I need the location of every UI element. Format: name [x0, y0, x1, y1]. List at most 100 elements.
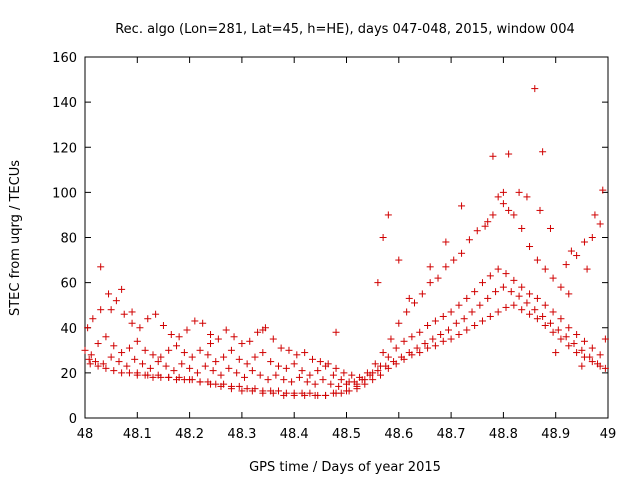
y-tick-label: 160 [52, 51, 77, 66]
data-point [139, 360, 147, 368]
plot-frame [84, 56, 609, 419]
data-point [295, 373, 303, 381]
data-point [217, 371, 225, 379]
data-point [361, 380, 369, 388]
data-point [374, 279, 382, 287]
data-point [212, 358, 220, 366]
data-point [327, 380, 335, 388]
data-point [222, 326, 230, 334]
data-point [233, 369, 241, 377]
data-point [518, 306, 526, 314]
data-point [207, 380, 215, 388]
data-point [275, 362, 283, 370]
data-point [311, 380, 319, 388]
data-point [439, 312, 447, 320]
data-point [196, 346, 204, 354]
data-point [120, 310, 128, 318]
data-point [405, 294, 413, 302]
data-point [180, 349, 188, 357]
data-point [178, 360, 186, 368]
data-point [455, 331, 463, 339]
data-point [510, 211, 518, 219]
data-point [376, 371, 384, 379]
data-point [526, 290, 534, 298]
y-tick-label: 140 [52, 96, 77, 111]
x-axis-label: GPS time / Days of year 2015 [249, 460, 441, 475]
data-point [408, 333, 416, 341]
data-point [478, 317, 486, 325]
data-point [149, 373, 157, 381]
data-point [460, 315, 468, 323]
data-point [97, 306, 105, 314]
data-point [269, 335, 277, 343]
data-point [243, 360, 251, 368]
data-point [526, 310, 534, 318]
data-point [235, 382, 243, 390]
data-point [439, 337, 447, 345]
data-point [241, 373, 249, 381]
data-point [81, 346, 89, 354]
data-point [201, 362, 209, 370]
data-point [154, 358, 162, 366]
data-point [246, 337, 254, 345]
data-point [267, 358, 275, 366]
data-point [311, 391, 319, 399]
y-axis-label: STEC from uqrg / TECUs [8, 160, 23, 316]
data-point [379, 234, 387, 241]
data-point [408, 351, 416, 359]
data-point [277, 344, 285, 352]
data-point [133, 337, 141, 345]
data-point [580, 238, 588, 246]
data-point [165, 346, 173, 354]
data-point [128, 308, 136, 316]
data-point [570, 340, 578, 348]
data-point [489, 152, 497, 160]
data-point [322, 362, 330, 370]
data-point [322, 391, 330, 399]
data-point [358, 376, 366, 384]
data-point [447, 308, 455, 316]
data-point [280, 391, 288, 399]
data-point [214, 335, 222, 343]
data-point [588, 358, 596, 366]
data-point [533, 315, 541, 323]
data-point [374, 367, 382, 375]
data-point [343, 387, 350, 395]
data-point [183, 326, 191, 334]
data-point [99, 360, 107, 368]
data-point [238, 340, 246, 348]
data-point [230, 333, 238, 341]
data-point [238, 387, 246, 395]
data-point [275, 387, 283, 395]
data-point [596, 351, 604, 359]
data-point [217, 382, 225, 390]
data-point [486, 272, 494, 280]
data-point [306, 371, 314, 379]
data-point [541, 265, 549, 273]
data-point [437, 331, 445, 339]
data-point [588, 344, 596, 352]
axis-ticks [84, 56, 609, 419]
data-point [269, 389, 277, 397]
series-arc-high [84, 193, 604, 381]
y-tick-label: 60 [60, 277, 77, 292]
data-point [601, 335, 609, 343]
data-point [424, 321, 432, 329]
data-point [387, 335, 395, 343]
data-point [293, 351, 301, 359]
x-tick-label: 48.3 [227, 427, 256, 442]
y-tick-label: 20 [60, 367, 77, 382]
data-point [549, 328, 557, 336]
data-point [539, 148, 547, 156]
data-point [303, 378, 311, 386]
data-point [484, 218, 492, 226]
data-point [583, 265, 591, 273]
data-point [162, 362, 170, 370]
x-tick-label: 48.5 [332, 427, 361, 442]
data-point [431, 317, 439, 325]
data-point [175, 333, 183, 341]
data-point [400, 355, 408, 363]
data-point [515, 188, 523, 196]
data-point [442, 263, 450, 271]
data-point [84, 324, 92, 332]
